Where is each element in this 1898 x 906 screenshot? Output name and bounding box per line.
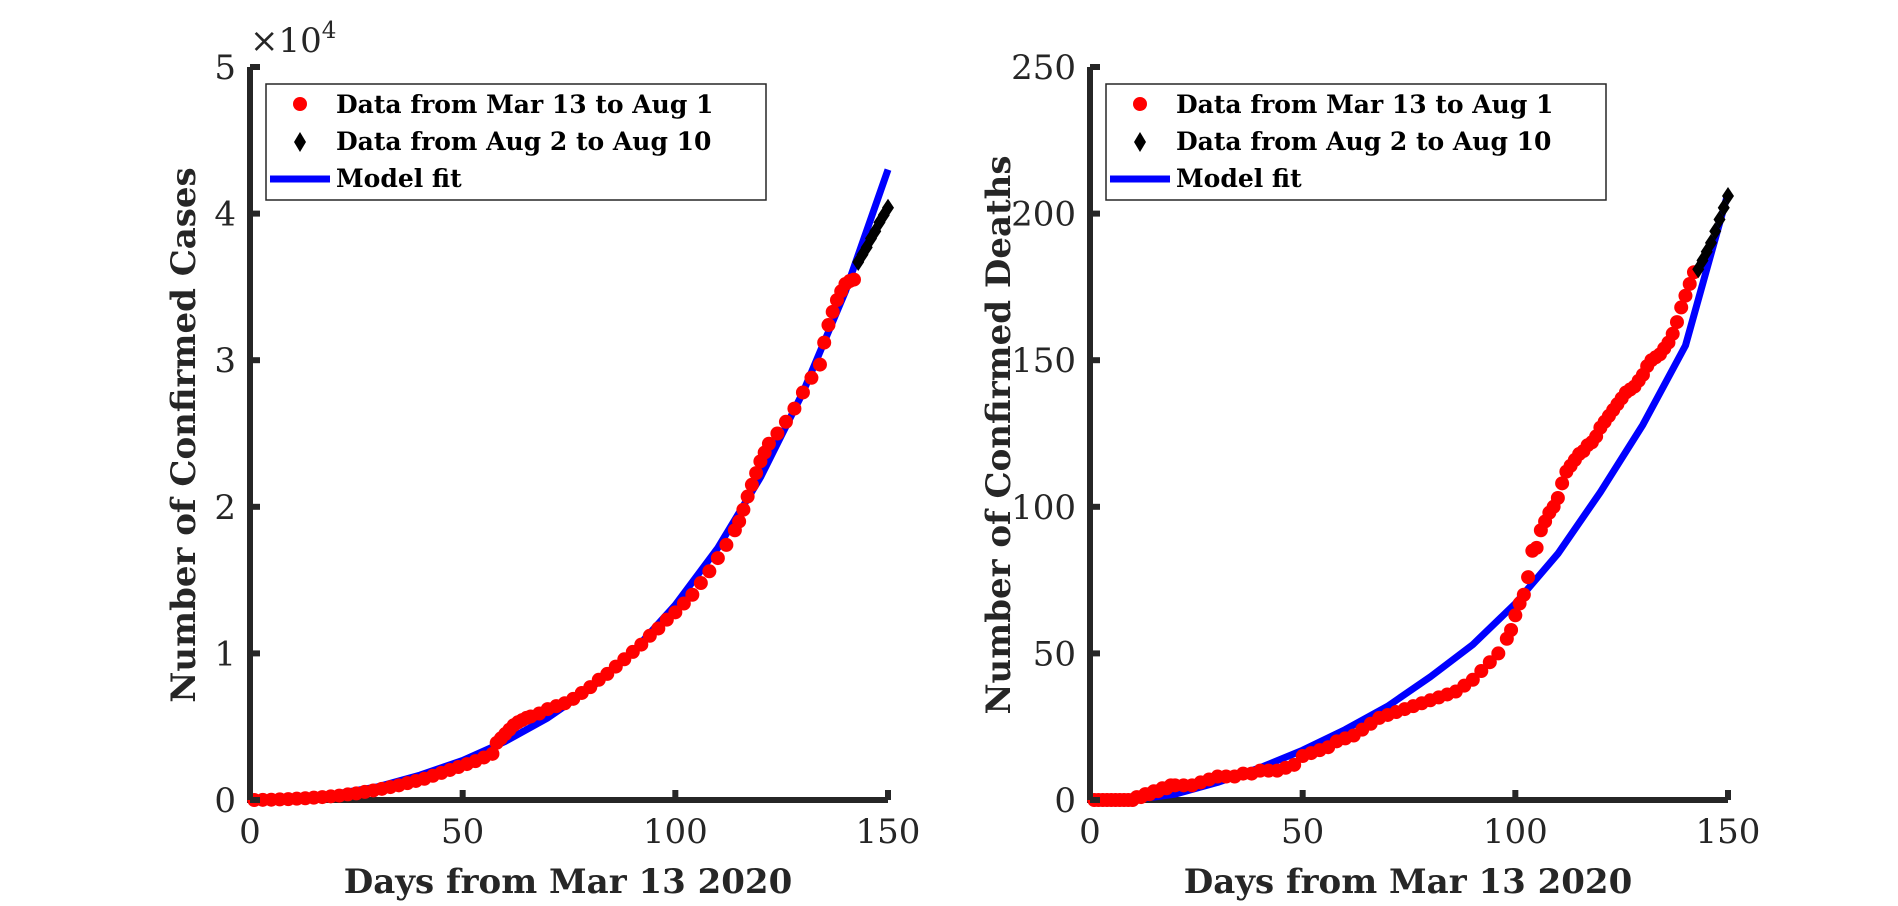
deaths-early-point [1508, 608, 1523, 623]
cases-early-point [668, 605, 683, 620]
cases-early-point [719, 537, 734, 552]
cases-early-point [740, 489, 755, 504]
cases-chart: 0 50 100 150 0 1 2 3 4 5 Days from Mar 13 2020 Nu… [164, 18, 920, 902]
deaths-early-point [1682, 276, 1697, 291]
cases-y-tick-label: 4 [214, 195, 236, 235]
cases-early-point [685, 587, 700, 602]
deaths-early-point [1474, 663, 1489, 678]
legend-early-marker [293, 97, 307, 111]
legend-early-marker [1133, 97, 1147, 111]
cases-x-tick-label: 0 [239, 812, 261, 852]
cases-legend: Data from Mar 13 to Aug 1 Data from Aug … [265, 83, 767, 201]
deaths-chart: 0 50 100 150 0 50 100 150 200 250 Days from Mar 1… [979, 48, 1760, 902]
deaths-late-point [1704, 233, 1717, 252]
deaths-early-point [1529, 540, 1544, 555]
deaths-late-point [1713, 210, 1726, 229]
deaths-early-point [1287, 757, 1302, 772]
cases-early-point [787, 401, 802, 416]
deaths-early-point [1516, 587, 1531, 602]
cases-y-exponent: ×104 [250, 18, 336, 61]
deaths-model-fit-line [1132, 192, 1732, 804]
deaths-early-point [1678, 288, 1693, 303]
cases-early-point [846, 272, 861, 287]
cases-early-point [485, 746, 500, 761]
cases-y-axis-label: Number of Confirmed Cases [164, 167, 204, 702]
cases-y-tick-label: 1 [214, 634, 236, 674]
deaths-x-tick-label: 0 [1079, 812, 1101, 852]
legend-fit-label: Model fit [1176, 164, 1302, 193]
legend-late-marker [1134, 132, 1146, 152]
cases-early-point [744, 477, 759, 492]
deaths-early-point [1504, 622, 1519, 637]
deaths-y-tick-label: 200 [1011, 195, 1076, 235]
cases-early-point [749, 466, 764, 481]
deaths-x-tick-label: 150 [1696, 812, 1761, 852]
cases-y-tick-label: 5 [214, 48, 236, 88]
cases-early-point [821, 318, 836, 333]
cases-early-point [804, 370, 819, 385]
cases-early-point [651, 621, 666, 636]
deaths-y-axis-label: Number of Confirmed Deaths [979, 155, 1019, 714]
cases-y-exponent-power: 4 [322, 18, 337, 44]
cases-x-axis-label: Days from Mar 13 2020 [344, 862, 792, 902]
cases-early-point [778, 414, 793, 429]
deaths-y-tick-label: 50 [1033, 634, 1076, 674]
deaths-early-point [1669, 315, 1684, 330]
deaths-y-tick-label: 100 [1011, 488, 1076, 528]
deaths-early-point [1550, 491, 1565, 506]
cases-y-exponent-prefix: ×10 [250, 21, 322, 61]
deaths-x-axis-label: Days from Mar 13 2020 [1184, 862, 1632, 902]
cases-y-tick-label: 2 [214, 488, 236, 528]
cases-early-point [693, 576, 708, 591]
legend-early-label: Data from Mar 13 to Aug 1 [1176, 90, 1553, 119]
cases-early-point [676, 596, 691, 611]
deaths-y-tick-label: 0 [1054, 781, 1076, 821]
legend-late-label: Data from Aug 2 to Aug 10 [1176, 127, 1551, 156]
cases-y-tick-label: 3 [214, 341, 236, 381]
cases-early-point [812, 357, 827, 372]
deaths-late-point [1722, 187, 1734, 206]
deaths-x-tick-label: 50 [1281, 812, 1324, 852]
cases-early-point [761, 436, 776, 451]
deaths-early-point [1555, 476, 1570, 491]
legend-early-label: Data from Mar 13 to Aug 1 [336, 90, 713, 119]
cases-x-tick-label: 150 [856, 812, 921, 852]
deaths-early-point [1521, 570, 1536, 585]
cases-early-point [795, 385, 810, 400]
cases-early-point [736, 502, 751, 517]
deaths-early-point [1665, 326, 1680, 341]
deaths-early-point [1491, 646, 1506, 661]
cases-y-tick-label: 0 [214, 781, 236, 821]
cases-early-point [710, 551, 725, 566]
deaths-early-point [1674, 300, 1689, 315]
deaths-early-point [1465, 672, 1480, 687]
legend-late-label: Data from Aug 2 to Aug 10 [336, 127, 711, 156]
cases-early-point [770, 426, 785, 441]
cases-x-tick-label: 100 [643, 812, 708, 852]
legend-late-marker [294, 132, 306, 152]
deaths-x-tick-label: 100 [1483, 812, 1548, 852]
cases-late-point [882, 198, 894, 217]
cases-early-point [732, 514, 747, 529]
cases-early-point [825, 304, 840, 319]
deaths-early-point [1482, 655, 1497, 670]
legend-fit-label: Model fit [336, 164, 462, 193]
cases-early-point [702, 564, 717, 579]
deaths-late-point [1709, 222, 1722, 241]
cases-early-point [634, 637, 649, 652]
cases-early-point [817, 335, 832, 350]
deaths-late-point [1717, 198, 1730, 217]
deaths-y-tick-label: 250 [1011, 48, 1076, 88]
deaths-legend: Data from Mar 13 to Aug 1 Data from Aug … [1105, 83, 1607, 201]
deaths-y-tick-label: 150 [1011, 341, 1076, 381]
cases-x-tick-label: 50 [441, 812, 484, 852]
